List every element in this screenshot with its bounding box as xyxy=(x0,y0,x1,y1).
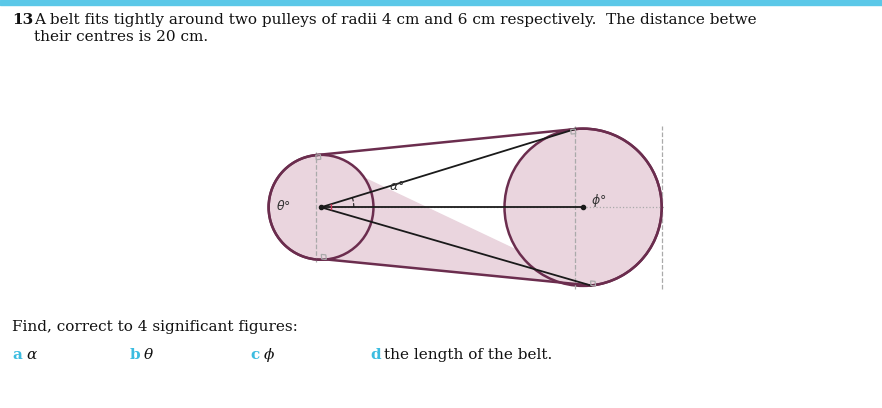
Circle shape xyxy=(505,129,662,286)
Polygon shape xyxy=(269,129,662,286)
Text: α: α xyxy=(26,348,36,362)
Text: θ: θ xyxy=(144,348,153,362)
Text: b: b xyxy=(130,348,140,362)
Text: 13: 13 xyxy=(12,13,34,27)
Text: a: a xyxy=(12,348,22,362)
Text: their centres is 20 cm.: their centres is 20 cm. xyxy=(34,30,208,44)
Text: Find, correct to 4 significant figures:: Find, correct to 4 significant figures: xyxy=(12,320,298,334)
Bar xyxy=(0,0,882,5)
Text: d: d xyxy=(370,348,381,362)
Text: c: c xyxy=(250,348,259,362)
Text: ϕ: ϕ xyxy=(264,348,274,362)
Text: A belt fits tightly around two pulleys of radii 4 cm and 6 cm respectively.  The: A belt fits tightly around two pulleys o… xyxy=(34,13,757,27)
Text: the length of the belt.: the length of the belt. xyxy=(384,348,552,362)
Text: $\alpha°$: $\alpha°$ xyxy=(389,180,405,193)
Text: $\phi°$: $\phi°$ xyxy=(591,192,606,209)
Circle shape xyxy=(269,155,373,260)
Text: $\theta°$: $\theta°$ xyxy=(276,199,291,213)
